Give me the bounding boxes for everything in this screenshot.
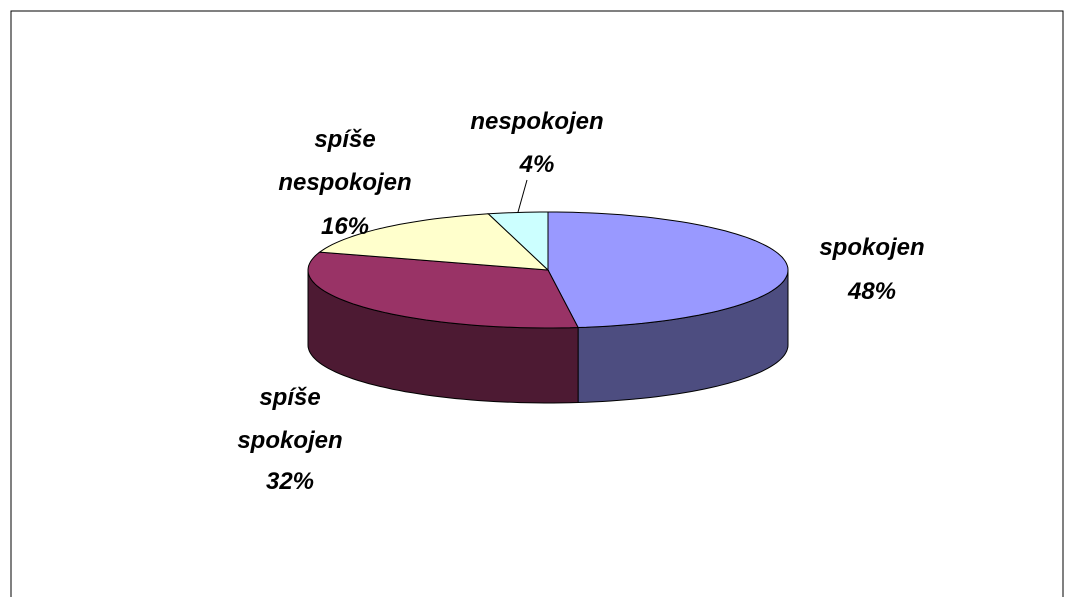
slice <box>318 213 550 271</box>
slice-category-label: nespokojen <box>470 108 604 135</box>
slice-category-label: spíše spokojen <box>237 384 343 454</box>
slice-value-label: 32% <box>265 468 315 495</box>
slice-category-label: spíše nespokojen <box>278 126 412 196</box>
slice-value-label: 4% <box>519 151 555 178</box>
slice <box>307 251 579 329</box>
slice-category-label: spokojen <box>819 234 925 261</box>
slice-value-label: 16% <box>320 213 370 240</box>
slice <box>547 211 789 329</box>
slice-value-label: 48% <box>847 278 897 305</box>
leader-line <box>517 179 528 213</box>
